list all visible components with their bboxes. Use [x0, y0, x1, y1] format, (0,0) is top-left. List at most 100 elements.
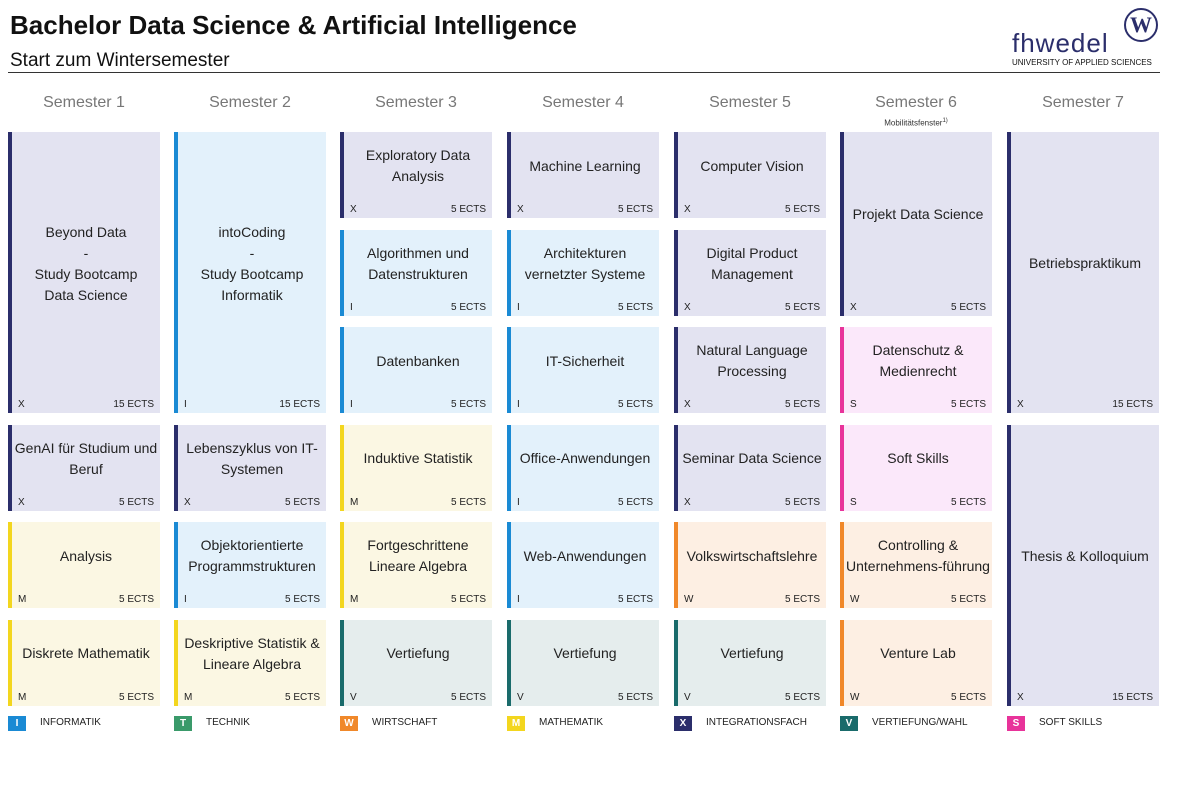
legend-swatch: V	[840, 716, 858, 731]
module-ects: 5 ECTS	[950, 399, 986, 410]
module-title: Controlling & Unternehmens-führung	[846, 537, 990, 574]
module-title: Beyond Data - Study Bootcamp Data Scienc…	[34, 223, 138, 303]
module-title: Soft Skills	[887, 450, 949, 466]
module-category: I	[350, 301, 353, 313]
module-ects: 5 ECTS	[284, 691, 320, 703]
module-ects: 15 ECTS	[1112, 691, 1153, 703]
module-category: X	[1017, 691, 1024, 703]
module-card: Web-Anwendungen I 5 ECTS	[507, 522, 659, 608]
module-title: Computer Vision	[700, 157, 804, 174]
module-title: Induktive Statistik	[363, 450, 473, 466]
module-title: Architekturen vernetzter Systeme	[524, 244, 646, 282]
legend-label: MATHEMATIK	[539, 717, 604, 728]
module-card: Deskriptive Statistik & Lineare Algebra M…	[174, 619, 326, 706]
module-title: Datenbanken	[376, 352, 460, 369]
module-title: Seminar Data Science	[682, 450, 822, 466]
module-title: Datenschutz & Medienrecht	[872, 342, 964, 379]
module-title: Fortgeschrittene Lineare Algebra	[367, 537, 469, 574]
module-card: Objektorientierte Programmstrukturen I 5 E…	[174, 522, 326, 608]
module-title: Venture Lab	[880, 645, 956, 661]
module-category: W	[850, 594, 860, 605]
module-ects: 5 ECTS	[784, 204, 820, 215]
logo-name: fhwedel	[1012, 28, 1109, 58]
module-ects: 15 ECTS	[1112, 399, 1153, 410]
module-ects: 5 ECTS	[118, 594, 154, 605]
semester-header: Semester 4	[542, 94, 624, 111]
module-ects: 5 ECTS	[118, 691, 154, 703]
module-title: Volkswirtschaftslehre	[686, 547, 818, 564]
module-title: Digital Product Management	[706, 244, 798, 282]
module-card: Projekt Data Science X 5 ECTS	[840, 132, 992, 316]
subtitle: Start zum Wintersemester	[10, 50, 230, 71]
module-category: X	[350, 204, 357, 215]
legend-label: TECHNIK	[206, 717, 250, 728]
module-card: Vertiefung V 5 ECTS	[340, 619, 492, 706]
legend-label: WIRTSCHAFT	[372, 717, 438, 728]
logo-mark: W	[1124, 8, 1158, 42]
module-title: Office-Anwendungen	[519, 450, 651, 466]
module-title: Projekt Data Science	[852, 206, 984, 223]
legend-swatch: M	[507, 716, 525, 731]
module-card: Volkswirtschaftslehre W 5 ECTS	[674, 522, 826, 608]
semester-header: Semester 1	[43, 94, 125, 111]
module-category: X	[18, 399, 25, 410]
module-card: Analysis M 5 ECTS	[8, 522, 160, 608]
module-title: Algorithmen und Datenstrukturen	[367, 244, 469, 282]
legend-label: INFORMATIK	[40, 717, 101, 728]
module-card: Exploratory Data Analysis X 5 ECTS	[340, 132, 492, 218]
module-card: Architekturen vernetzter Systeme I 5 ECTS	[507, 229, 659, 316]
module-card: Machine Learning X 5 ECTS	[507, 132, 659, 218]
module-ects: 5 ECTS	[284, 496, 320, 508]
module-ects: 5 ECTS	[450, 691, 486, 703]
module-title: Deskriptive Statistik & Lineare Algebra	[184, 634, 320, 672]
module-card: Soft Skills S 5 ECTS	[840, 424, 992, 511]
module-ects: 5 ECTS	[617, 204, 653, 215]
module-title: IT-Sicherheit	[545, 352, 625, 369]
module-category: M	[350, 594, 359, 605]
module-category: I	[184, 399, 187, 410]
module-title: Vertiefung	[553, 645, 617, 661]
module-title: Betriebspraktikum	[1028, 255, 1142, 271]
module-category: X	[684, 204, 691, 215]
legend-label: VERTIEFUNG/WAHL	[872, 717, 968, 728]
module-ects: 5 ECTS	[617, 496, 653, 508]
module-category: X	[684, 301, 691, 313]
module-category: X	[18, 496, 25, 508]
module-title: Analysis	[59, 547, 113, 564]
module-card: GenAI für Studium und Beruf X 5 ECTS	[8, 424, 160, 511]
module-card: Betriebspraktikum X 15 ECTS	[1007, 132, 1159, 413]
module-ects: 5 ECTS	[784, 301, 820, 313]
logo-tagline: UNIVERSITY OF APPLIED SCIENCES	[1012, 58, 1152, 67]
module-category: X	[517, 204, 524, 215]
module-category: X	[684, 399, 691, 410]
module-ects: 5 ECTS	[617, 691, 653, 703]
module-title: Exploratory Data Analysis	[365, 147, 471, 184]
module-card: Vertiefung V 5 ECTS	[507, 619, 659, 706]
module-ects: 5 ECTS	[617, 301, 653, 313]
module-ects: 5 ECTS	[450, 496, 486, 508]
module-category: I	[517, 399, 520, 410]
module-category: I	[350, 399, 353, 410]
module-card: Natural Language Processing X 5 ECTS	[674, 327, 826, 413]
title: Bachelor Data Science & Artificial Intel…	[10, 10, 577, 40]
header-rule	[8, 72, 1160, 73]
module-card: Beyond Data - Study Bootcamp Data Scienc…	[8, 132, 160, 413]
module-card: Controlling & Unternehmens-führung W 5 ECT…	[840, 522, 992, 608]
module-ects: 5 ECTS	[950, 496, 986, 508]
module-category: X	[1017, 399, 1024, 410]
module-category: I	[517, 301, 520, 313]
module-ects: 5 ECTS	[284, 594, 320, 605]
module-card: Lebenszyklus von IT-Systemen X 5 ECTS	[174, 424, 326, 511]
module-ects: 5 ECTS	[784, 691, 820, 703]
semester-header: Semester 3	[375, 94, 457, 111]
module-title: Lebenszyklus von IT-Systemen	[186, 439, 318, 477]
note-ref: 1)	[942, 118, 948, 124]
module-title: Vertiefung	[386, 645, 450, 661]
module-ects: 5 ECTS	[450, 301, 486, 313]
module-ects: 5 ECTS	[617, 594, 653, 605]
module-title: Diskrete Mathematik	[22, 645, 150, 661]
module-ects: 15 ECTS	[279, 399, 320, 410]
module-category: W	[850, 691, 860, 703]
module-card: Seminar Data Science X 5 ECTS	[674, 424, 826, 511]
module-card: Digital Product Management X 5 ECTS	[674, 229, 826, 316]
